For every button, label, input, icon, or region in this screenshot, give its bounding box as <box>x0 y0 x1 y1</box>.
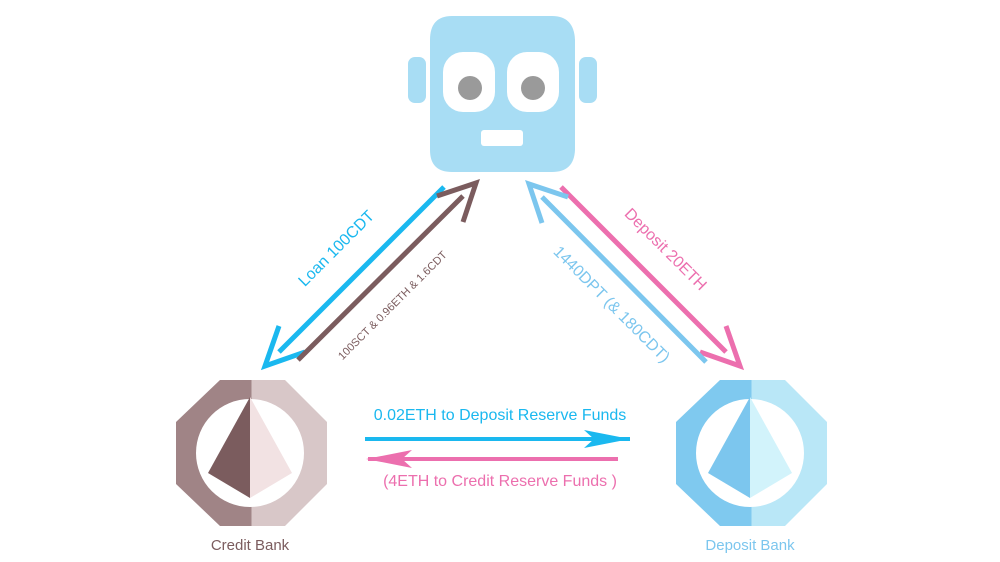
credit-bank-label: Credit Bank <box>211 537 290 554</box>
dpt-arrow <box>525 180 708 364</box>
repay-arrow <box>296 179 480 362</box>
loan-label: Loan 100CDT <box>296 207 379 290</box>
ethereum-icon <box>708 397 792 498</box>
robot-right-pupil <box>521 76 545 100</box>
ethereum-icon <box>208 397 292 498</box>
credit-bank-icon <box>176 380 327 526</box>
deposit-arrow <box>559 185 745 371</box>
deposit-bank-icon <box>676 380 827 526</box>
eth-to-deposit-reserve-arrow <box>365 430 630 448</box>
dpt-label: 1440DPT (& 180CDT) <box>550 243 673 366</box>
eth-to-deposit-reserve-label: 0.02ETH to Deposit Reserve Funds <box>374 407 627 424</box>
robot-mouth <box>481 130 523 146</box>
robot-left-ear <box>408 57 426 103</box>
eth-to-credit-reserve-arrow <box>366 450 618 468</box>
loan-arrow <box>260 185 446 371</box>
deposit-bank-label: Deposit Bank <box>705 537 795 554</box>
robot-icon <box>408 16 597 172</box>
robot-left-pupil <box>458 76 482 100</box>
deposit-label: Deposit 20ETH <box>621 205 710 294</box>
robot-right-ear <box>579 57 597 103</box>
eth-to-credit-reserve-label: (4ETH to Credit Reserve Funds ) <box>383 473 617 490</box>
